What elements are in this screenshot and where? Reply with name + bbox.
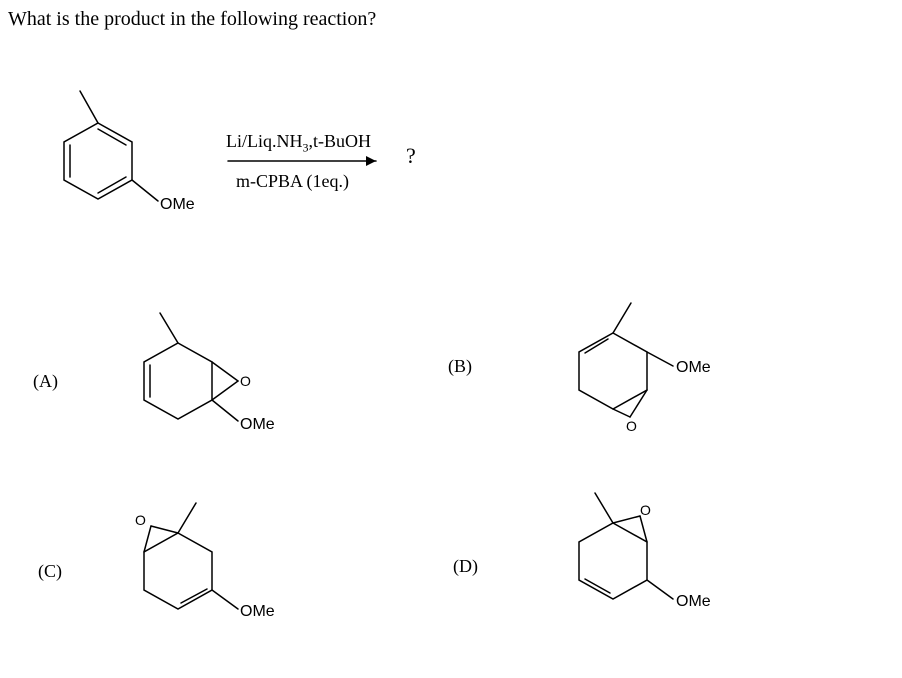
option-c-ome: OMe — [240, 603, 275, 621]
label-d: (D) — [453, 556, 478, 577]
label-a: (A) — [33, 371, 58, 392]
label-b: (B) — [448, 356, 472, 377]
epoxide-o-b: O — [626, 418, 637, 434]
option-a-ome: OMe — [240, 416, 275, 434]
option-d-ome: OMe — [676, 593, 711, 611]
option-b-ome: OMe — [676, 359, 711, 377]
epoxide-o-c: O — [135, 512, 146, 528]
epoxide-o-d: O — [640, 502, 651, 518]
label-c: (C) — [38, 561, 62, 582]
reaction-svg: O O O O — [8, 41, 888, 661]
product-placeholder: ? — [406, 143, 416, 169]
reagent-bottom: m-CPBA (1eq.) — [236, 171, 349, 192]
epoxide-o-a: O — [240, 373, 251, 389]
starting-ome: OMe — [160, 196, 195, 214]
reagent-top: Li/Liq.NH3,t-BuOH — [226, 131, 371, 156]
question-text: What is the product in the following rea… — [8, 8, 894, 31]
figure-canvas: O O O O Li/Liq.NH3,t-BuOH m-CPBA (1eq.) … — [8, 41, 888, 661]
